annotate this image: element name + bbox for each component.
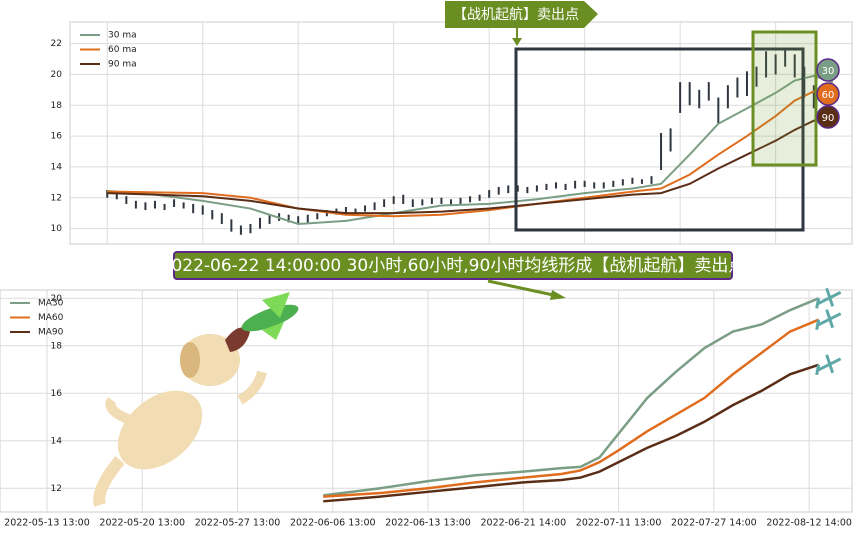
x-tick-label: 2022-08-12 14:00 (766, 518, 852, 529)
end-badge-label: 30 (822, 66, 835, 77)
y-tick-label: 10 (51, 224, 63, 234)
ma-line (323, 297, 820, 497)
plane-icon (815, 354, 842, 376)
x-tick-label: 2022-06-21 14:00 (481, 518, 567, 529)
banner-arrow (487, 279, 559, 298)
x-tick-label: 2022-06-13 13:00 (385, 518, 471, 529)
x-tick-label: 2022-05-20 13:00 (99, 518, 185, 529)
highlight-box (514, 47, 805, 232)
end-badge (816, 105, 840, 129)
x-tick-label: 2022-07-11 13:00 (576, 518, 662, 529)
y-tick-label: 18 (51, 341, 63, 351)
plane-icon (815, 287, 842, 309)
end-badge (816, 82, 840, 106)
dog-illustration (93, 327, 267, 507)
end-badge-label: 60 (822, 90, 835, 101)
plane-illustration (241, 292, 299, 340)
x-tick-label: 2022-07-27 14:00 (671, 518, 757, 529)
x-tick-label: 2022-06-06 13:00 (290, 518, 376, 529)
x-tick-label: 2022-05-27 13:00 (195, 518, 281, 529)
signal-text: 【战机起航】卖出点 (453, 7, 579, 23)
bottom-banner-text: 2022-06-22 14:00:00 30小时,60小时,90小时均线形成【战… (161, 256, 746, 276)
ma-line (323, 318, 820, 498)
legend-label: 60 ma (108, 45, 137, 55)
y-tick-label: 20 (51, 294, 63, 304)
y-tick-label: 18 (51, 101, 63, 111)
legend-label: 30 ma (108, 31, 137, 41)
top-plot-frame (69, 21, 853, 245)
y-tick-label: 14 (51, 162, 63, 172)
y-tick-label: 22 (51, 39, 62, 49)
bottom-banner (173, 251, 733, 280)
end-badge (816, 58, 840, 82)
y-tick-label: 12 (51, 193, 62, 203)
y-tick-label: 20 (51, 70, 63, 80)
ma-line (323, 363, 820, 503)
signal-arrowhead (512, 38, 522, 46)
y-tick-label: 16 (51, 389, 63, 399)
banner-arrowhead (550, 290, 566, 300)
end-badge-label: 90 (822, 113, 835, 124)
y-tick-label: 16 (51, 132, 63, 142)
plane-icon (815, 309, 842, 330)
legend-label: MA90 (38, 328, 64, 338)
legend-label: 90 ma (108, 60, 137, 70)
legend-label: MA30 (38, 299, 64, 309)
x-tick-label: 2022-05-13 13:00 (4, 518, 90, 529)
y-tick-label: 12 (51, 484, 62, 494)
signal-banner (445, 1, 598, 28)
legend-label: MA60 (38, 313, 64, 323)
y-tick-label: 14 (51, 436, 63, 446)
ma-line (107, 74, 834, 225)
ma-line (107, 113, 834, 215)
bottom-plot-frame (0, 289, 853, 513)
zoom-box (751, 30, 818, 167)
